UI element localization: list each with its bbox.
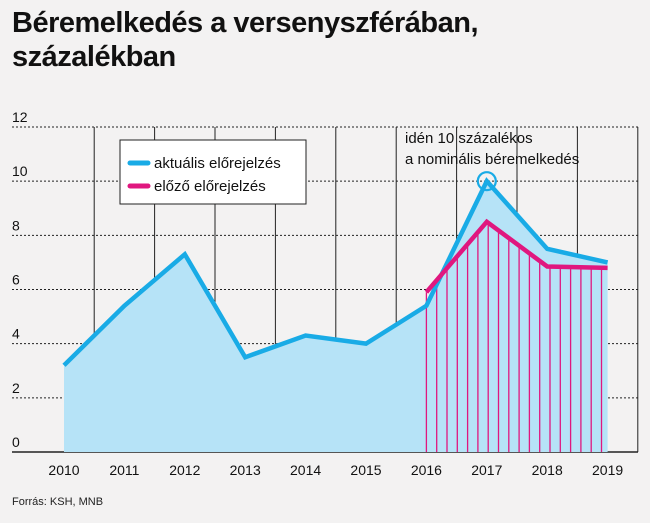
legend-box: [119, 139, 307, 205]
x-tick-label-2011: 2011: [109, 462, 139, 478]
y-tick-label-2: 2: [12, 380, 20, 396]
annotation-marker: [476, 171, 497, 192]
x-tick-label-2010: 2010: [48, 462, 79, 478]
x-tick-label-2013: 2013: [230, 462, 261, 478]
y-tick-label-10: 10: [12, 163, 28, 179]
x-tick-label-2014: 2014: [290, 462, 321, 478]
x-tick-label-2018: 2018: [532, 462, 563, 478]
x-tick-label-2012: 2012: [169, 462, 200, 478]
area-current: [64, 181, 608, 452]
y-tick-label-0: 0: [12, 434, 20, 450]
legend-label-current: aktuális előrejelzés: [154, 155, 281, 172]
annotation-line-1: idén 10 százalékos: [405, 130, 533, 147]
chart-title: Béremelkedés a versenyszférában, százalé…: [12, 7, 479, 73]
x-tick-label-2019: 2019: [592, 462, 623, 478]
x-tick-label-2016: 2016: [411, 462, 442, 478]
y-tick-label-6: 6: [12, 272, 20, 288]
legend-label-previous: előző előrejelzés: [154, 178, 266, 195]
y-tick-label-4: 4: [12, 326, 20, 342]
x-tick-label-2017: 2017: [471, 462, 502, 478]
y-tick-label-12: 12: [12, 109, 28, 125]
series-line-current: [62, 177, 609, 367]
source-note: Forrás: KSH, MNB: [12, 496, 104, 508]
annotation-line-2: a nominális béremelkedés: [405, 151, 579, 168]
y-tick-label-8: 8: [12, 217, 20, 233]
series-line-previous: [424, 218, 608, 294]
x-tick-label-2015: 2015: [350, 462, 381, 478]
